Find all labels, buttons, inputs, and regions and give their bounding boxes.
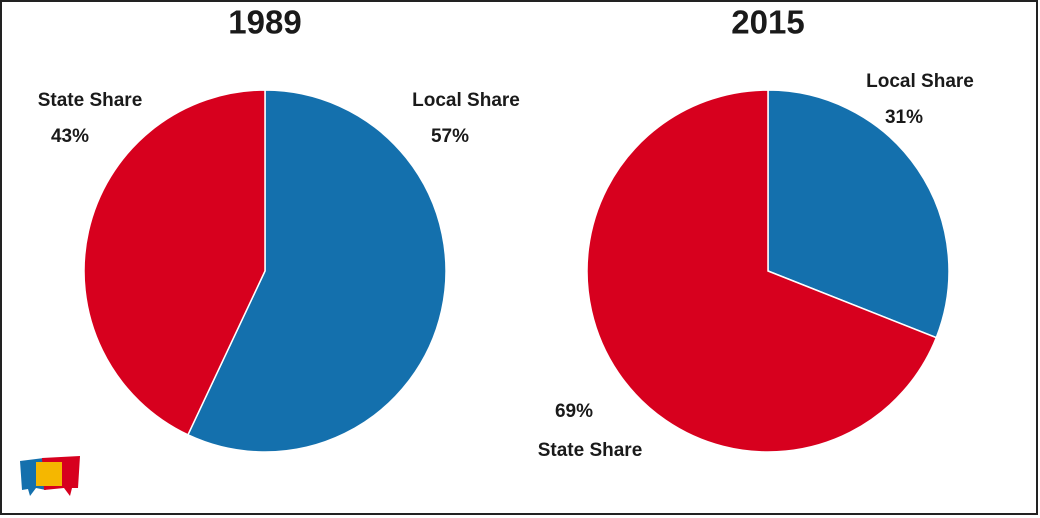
slice-value-label: 43%	[51, 126, 89, 147]
pie-slice	[767, 89, 950, 339]
slice-value-label: 69%	[555, 401, 593, 422]
pie-slice	[186, 89, 447, 453]
pie-slice	[586, 89, 938, 453]
slice-value-label: 57%	[431, 126, 469, 147]
slice-name: State Share	[538, 440, 643, 461]
chart-title: 2015	[731, 4, 804, 41]
slice-value-label: 31%	[885, 107, 923, 128]
pie-slice	[83, 89, 266, 436]
logo	[20, 456, 80, 496]
slice-name: State Share	[38, 90, 143, 111]
slice-name: Local Share	[412, 90, 520, 111]
slice-name: Local Share	[866, 71, 974, 92]
chart-title: 1989	[228, 4, 301, 41]
